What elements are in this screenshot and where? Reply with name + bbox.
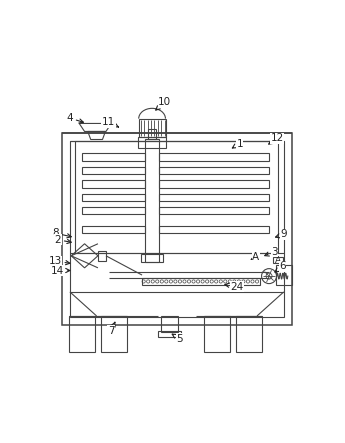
- Bar: [236, 316, 263, 352]
- Bar: [70, 141, 284, 317]
- Bar: [145, 140, 159, 263]
- Bar: [273, 257, 283, 263]
- Text: 24: 24: [225, 282, 244, 291]
- Bar: [158, 331, 181, 338]
- Bar: [159, 180, 269, 188]
- Bar: [159, 167, 269, 174]
- Bar: [142, 278, 260, 285]
- Bar: [62, 133, 292, 325]
- Text: 10: 10: [156, 97, 171, 110]
- Bar: [138, 137, 166, 148]
- Text: 7: 7: [108, 322, 115, 336]
- Bar: [82, 153, 145, 161]
- Bar: [159, 225, 269, 233]
- Bar: [82, 225, 145, 233]
- Bar: [82, 207, 145, 214]
- Bar: [204, 316, 230, 352]
- Bar: [148, 129, 156, 140]
- Bar: [82, 180, 145, 188]
- Text: 11: 11: [102, 117, 119, 127]
- Text: A: A: [275, 256, 281, 265]
- Bar: [161, 316, 178, 332]
- Text: 2: 2: [55, 235, 71, 245]
- Bar: [139, 119, 166, 137]
- Bar: [82, 167, 145, 174]
- Bar: [69, 316, 95, 352]
- Text: 14: 14: [51, 265, 70, 276]
- Text: A: A: [251, 252, 259, 262]
- Bar: [159, 153, 269, 161]
- Text: 8: 8: [52, 228, 71, 238]
- Text: 9: 9: [276, 229, 287, 239]
- Text: 1: 1: [233, 139, 243, 148]
- Bar: [82, 194, 145, 201]
- Bar: [101, 316, 127, 352]
- Text: 12: 12: [269, 133, 284, 144]
- Text: 4: 4: [67, 113, 83, 123]
- Text: 6: 6: [275, 261, 286, 272]
- Text: 5: 5: [172, 334, 183, 344]
- Bar: [98, 251, 106, 260]
- Bar: [276, 265, 292, 285]
- Text: 3: 3: [265, 247, 278, 257]
- Bar: [75, 141, 278, 253]
- Bar: [141, 254, 164, 263]
- Text: 13: 13: [49, 256, 70, 266]
- Bar: [159, 207, 269, 214]
- Bar: [159, 194, 269, 201]
